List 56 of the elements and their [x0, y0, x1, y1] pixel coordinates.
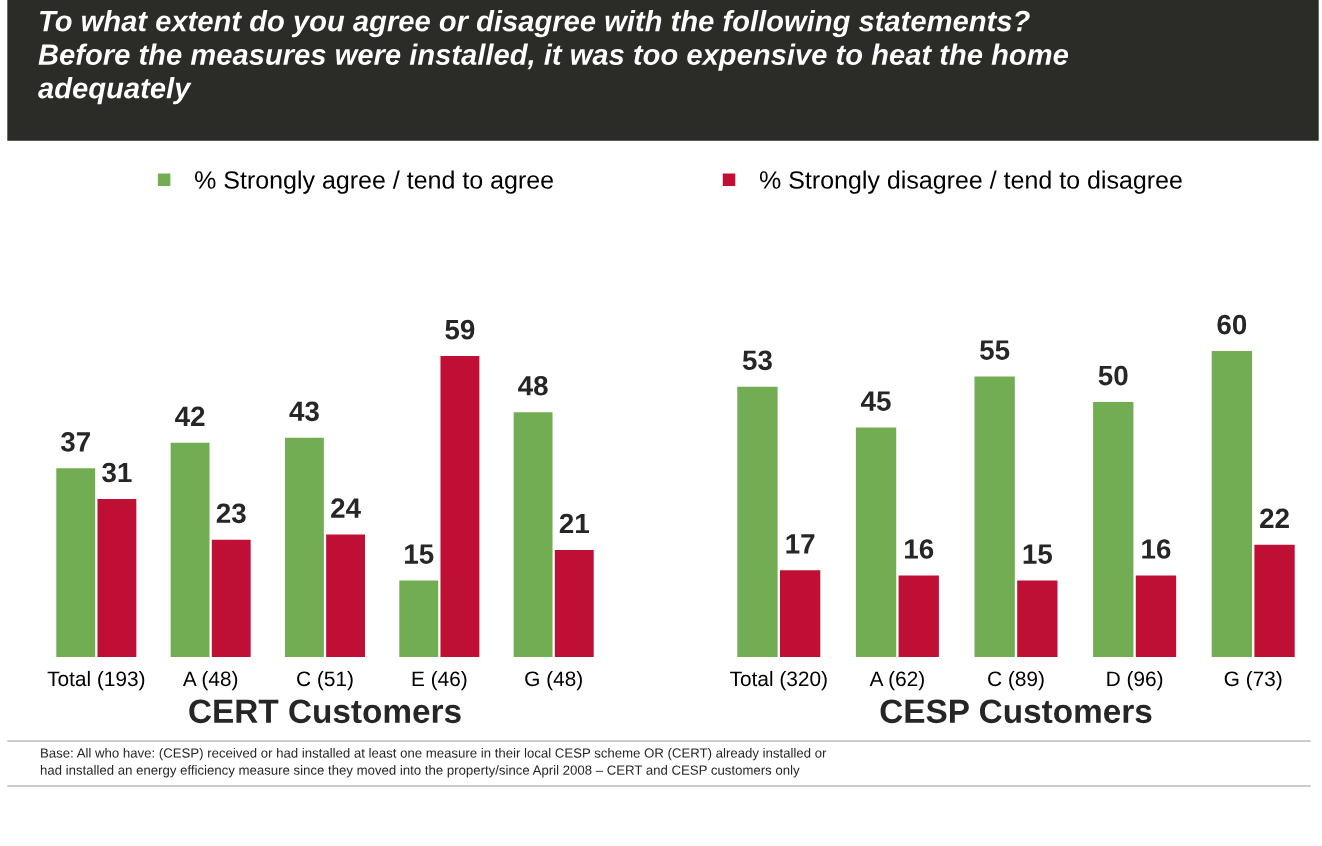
data-label: 45 [861, 391, 891, 411]
chart-title: To what extent do you agree or disagree with the following statements? Before the measures were installed, it was too expensive to heat the home adequately [38, 10, 1069, 105]
x-tick-label: G (48) [525, 670, 582, 691]
legend-label: % Strongly disagree / tend to disagree [759, 170, 1182, 194]
data-label: 53 [742, 350, 772, 371]
bar [898, 575, 939, 657]
bar [170, 442, 210, 657]
bar [779, 570, 821, 657]
data-label: 16 [1142, 539, 1171, 559]
legend-label: % Strongly agree / tend to agree [195, 170, 553, 194]
data-label: 15 [405, 544, 434, 564]
x-tick-label: G (73) [1224, 670, 1282, 691]
bar [284, 437, 324, 657]
data-label: 15 [1023, 544, 1053, 564]
data-label: 23 [216, 503, 246, 524]
bar [1017, 580, 1058, 657]
data-label: 43 [289, 401, 319, 422]
x-tick-label: Total (193) [47, 670, 145, 691]
bar [211, 539, 251, 657]
x-tick-label: C (51) [297, 670, 353, 691]
x-tick-label: A (62) [869, 670, 924, 691]
data-label: 55 [980, 340, 1010, 360]
data-label: 42 [175, 406, 205, 426]
x-tick-label: C (89) [988, 670, 1044, 691]
x-tick-label: A (48) [182, 670, 238, 691]
bar [399, 580, 439, 657]
data-label: 48 [518, 375, 548, 396]
bar [855, 427, 897, 657]
data-label: 21 [559, 513, 589, 534]
bar [513, 412, 553, 657]
bar [326, 534, 366, 657]
bar [1254, 544, 1295, 657]
bar [737, 386, 778, 657]
x-tick-label: Total (320) [730, 670, 827, 691]
bar [440, 356, 480, 657]
bar [974, 376, 1015, 657]
x-axis-title: CERT Customers [189, 699, 461, 724]
data-label: 50 [1098, 365, 1128, 386]
bar [1135, 575, 1177, 657]
text: Base: All who have: (CESP) received or had installed at least one measure in their local CESP scheme OR (CERT) already installed or had installed an energy efficiency measure since they moved into the property/since April 2008 – CERT and CESP customers only [40, 748, 827, 778]
x-tick-label: E (46) [412, 670, 467, 691]
x-axis-title: CESP Customers [880, 699, 1152, 724]
data-label: 17 [786, 534, 815, 554]
data-label: 24 [331, 498, 361, 518]
data-label: 60 [1217, 314, 1247, 335]
bar [97, 498, 137, 657]
bar [1211, 351, 1253, 657]
data-label: 37 [60, 432, 90, 452]
data-label: 59 [445, 319, 475, 340]
data-label: 31 [102, 462, 132, 483]
data-label: 16 [905, 539, 934, 559]
bar [554, 549, 594, 657]
data-label: 22 [1260, 508, 1289, 528]
x-tick-label: D (96) [1107, 670, 1163, 691]
bar [56, 468, 96, 657]
bar [1093, 402, 1134, 657]
